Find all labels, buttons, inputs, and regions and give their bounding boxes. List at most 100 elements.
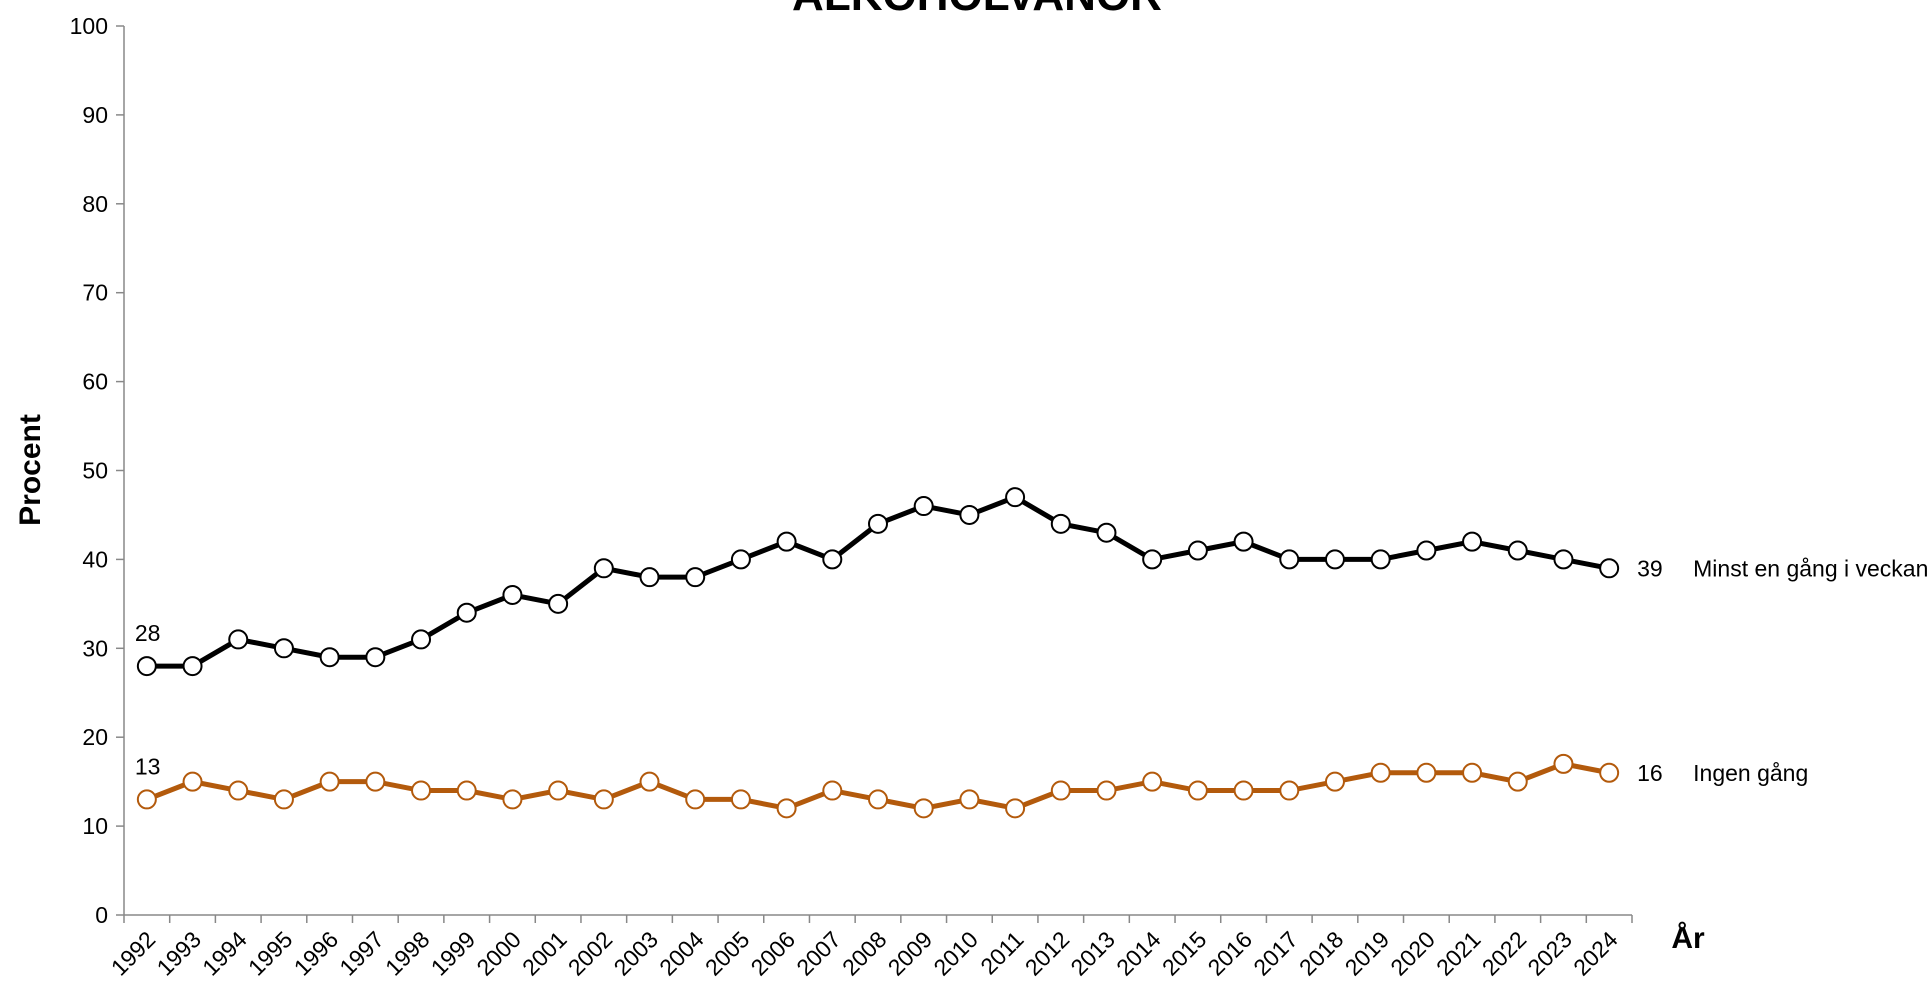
- x-tick-label: 2007: [791, 926, 846, 981]
- x-tick-label: 2005: [700, 926, 755, 981]
- data-point: [1507, 540, 1528, 561]
- x-tick-label: 1994: [197, 926, 252, 981]
- y-tick-label: 10: [82, 813, 108, 839]
- x-tick-label: 1997: [334, 926, 389, 981]
- data-point: [1324, 771, 1345, 792]
- data-point: [1507, 771, 1528, 792]
- data-point: [182, 656, 203, 677]
- data-point: [273, 638, 294, 659]
- data-point: [1096, 780, 1117, 801]
- x-tick-label: 2010: [928, 926, 983, 981]
- data-point: [1370, 549, 1391, 570]
- data-point: [411, 629, 432, 650]
- x-tick-label: 1995: [243, 926, 298, 981]
- y-tick-label: 60: [82, 369, 108, 395]
- x-axis-label: År: [1671, 922, 1705, 955]
- data-point: [1233, 531, 1254, 552]
- data-point: [365, 647, 386, 668]
- data-point: [1462, 531, 1483, 552]
- data-point: [959, 789, 980, 810]
- x-tick-label: 1999: [426, 926, 481, 981]
- data-point: [1416, 762, 1437, 783]
- data-point: [456, 780, 477, 801]
- data-label: 39: [1637, 555, 1663, 581]
- data-point: [822, 549, 843, 570]
- x-tick-label: 2014: [1111, 926, 1166, 981]
- x-tick-label: 2006: [746, 926, 801, 981]
- x-tick-label: 2000: [471, 926, 526, 981]
- data-point: [593, 558, 614, 579]
- data-point: [1279, 549, 1300, 570]
- data-point: [639, 567, 660, 588]
- data-point: [730, 549, 751, 570]
- data-point: [365, 771, 386, 792]
- x-tick-label: 1996: [289, 926, 344, 981]
- data-point: [1553, 753, 1574, 774]
- y-tick-label: 0: [95, 902, 108, 928]
- x-tick-label: 2016: [1203, 926, 1258, 981]
- data-point: [1005, 487, 1026, 508]
- data-point: [548, 780, 569, 801]
- data-point: [913, 798, 934, 819]
- data-point: [319, 647, 340, 668]
- data-point: [1553, 549, 1574, 570]
- data-point: [502, 584, 523, 605]
- data-label: 16: [1637, 760, 1663, 786]
- data-point: [868, 513, 888, 534]
- data-point: [1142, 771, 1163, 792]
- data-point: [1324, 549, 1345, 570]
- data-label: 28: [135, 620, 161, 646]
- x-tick-label: 2012: [1020, 926, 1075, 981]
- data-point: [1187, 780, 1208, 801]
- x-tick-label: 2002: [563, 926, 618, 981]
- data-point: [548, 593, 569, 614]
- data-point: [913, 496, 934, 517]
- data-point: [868, 789, 888, 810]
- data-point: [1599, 762, 1620, 783]
- data-point: [1599, 558, 1620, 579]
- x-tick-label: 2024: [1568, 926, 1623, 981]
- data-point: [1050, 780, 1071, 801]
- y-tick-label: 30: [82, 635, 108, 661]
- data-point: [411, 780, 432, 801]
- chart-title: ALKOHOLVANOR: [792, 0, 1162, 20]
- series-label: Minst en gång i veckan: [1693, 555, 1928, 581]
- y-tick-label: 20: [82, 724, 108, 750]
- data-point: [1279, 780, 1300, 801]
- data-point: [182, 771, 203, 792]
- y-tick-label: 50: [82, 458, 108, 484]
- x-tick-label: 2001: [517, 926, 572, 981]
- data-label: 13: [135, 753, 161, 779]
- data-point: [319, 771, 340, 792]
- data-point: [1096, 522, 1117, 543]
- data-point: [822, 780, 843, 801]
- data-point: [273, 789, 294, 810]
- y-tick-label: 90: [82, 102, 108, 128]
- x-tick-label: 2009: [883, 926, 938, 981]
- data-point: [502, 789, 523, 810]
- data-point: [1142, 549, 1163, 570]
- data-point: [685, 789, 706, 810]
- data-point: [776, 531, 797, 552]
- series-label: Ingen gång: [1693, 760, 1808, 786]
- x-tick-label: 2008: [837, 926, 892, 981]
- data-point: [685, 567, 706, 588]
- data-point: [136, 656, 157, 677]
- data-point: [456, 602, 477, 623]
- data-point: [136, 789, 157, 810]
- data-point: [228, 780, 249, 801]
- data-point: [1005, 798, 1026, 819]
- data-point: [639, 771, 660, 792]
- x-tick-label: 1992: [106, 926, 161, 981]
- x-tick-label: 2018: [1294, 926, 1349, 981]
- x-tick-label: 2013: [1065, 926, 1120, 981]
- data-point: [1416, 540, 1437, 561]
- data-point: [1462, 762, 1483, 783]
- x-tick-label: 1993: [152, 926, 207, 981]
- y-tick-label: 70: [82, 280, 108, 306]
- data-point: [1050, 513, 1071, 534]
- data-point: [959, 504, 980, 525]
- x-tick-label: 2011: [975, 926, 1028, 979]
- data-point: [776, 798, 797, 819]
- x-tick-label: 2020: [1385, 926, 1440, 981]
